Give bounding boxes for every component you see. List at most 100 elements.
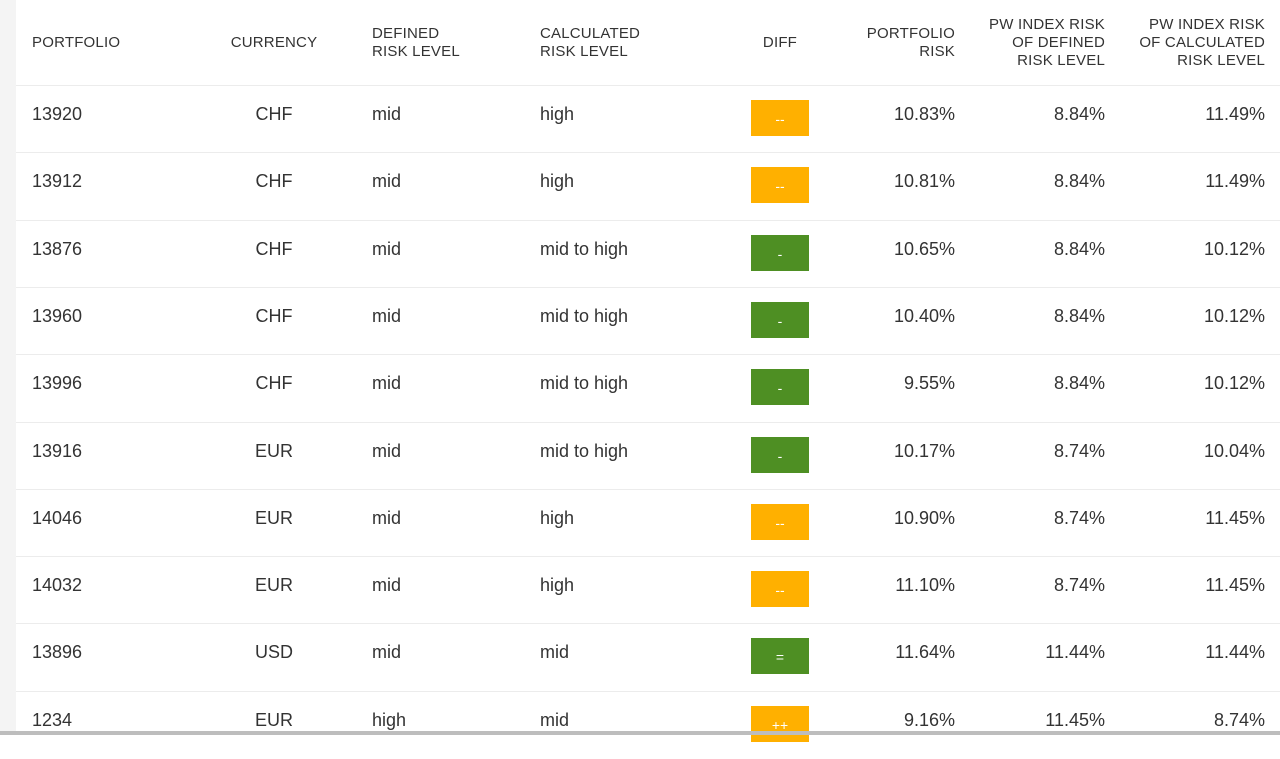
cell: EUR xyxy=(254,507,293,528)
cell: mid xyxy=(372,507,402,528)
cell: mid xyxy=(372,305,402,326)
cell: 14032 xyxy=(32,575,83,596)
cell: 10.12% xyxy=(1203,305,1265,326)
table-row: 13876 CHF mid mid to high - 10.65% 8.84% 10.12% xyxy=(16,219,1280,288)
cell: 11.49% xyxy=(1205,104,1265,124)
cell: 8.84% xyxy=(1053,305,1105,326)
cell: 10.04% xyxy=(1203,440,1265,461)
cell: 8.84% xyxy=(1053,373,1105,394)
diff-badge: - xyxy=(751,369,809,406)
cell: mid xyxy=(372,171,402,192)
cell: 10.12% xyxy=(1203,238,1265,259)
cell: high xyxy=(372,709,407,730)
cell: 13876 xyxy=(32,238,83,259)
cell: mid xyxy=(372,373,402,394)
cell: 10.65% xyxy=(893,238,955,259)
cell: 11.44% xyxy=(1205,642,1265,663)
table-row: 13960 CHF mid mid to high - 10.40% 8.84% 10.12% xyxy=(16,286,1280,355)
cell: high xyxy=(540,171,575,192)
cell: mid to high xyxy=(540,373,629,394)
header-line: PW INDEX RISK xyxy=(1149,15,1265,33)
cell: mid xyxy=(372,575,402,596)
cell: 10.90% xyxy=(893,507,955,528)
diff-badge: -- xyxy=(751,571,809,608)
header-line: RISK LEVEL xyxy=(540,42,628,60)
header-line: RISK xyxy=(919,42,955,60)
header-line: PW INDEX RISK xyxy=(989,15,1105,33)
column-header: PORTFOLIO xyxy=(32,0,120,85)
cell: USD xyxy=(254,642,293,663)
diff-badge: - xyxy=(751,436,809,473)
cell: mid xyxy=(540,642,570,663)
cell: mid to high xyxy=(540,440,629,461)
cell: mid xyxy=(372,642,402,663)
cell: 11.45% xyxy=(1205,575,1265,596)
side-strip xyxy=(0,0,16,735)
header-line: RISK LEVEL xyxy=(372,42,460,60)
cell: 11.45% xyxy=(1205,507,1265,528)
cell: CHF xyxy=(255,171,293,192)
header-line: OF CALCULATED xyxy=(1139,33,1265,51)
header-line: DIFF xyxy=(762,33,798,51)
cell: 8.84% xyxy=(1053,238,1105,259)
cell: 9.16% xyxy=(903,709,955,730)
cell: EUR xyxy=(254,440,293,461)
cell: 10.81% xyxy=(893,171,955,192)
diff-badge: - xyxy=(751,301,809,338)
cell: high xyxy=(540,104,575,124)
column-header: DEFINED RISK LEVEL xyxy=(372,0,460,85)
header-line: PORTFOLIO xyxy=(866,24,955,42)
cell: EUR xyxy=(254,709,293,730)
header-line: RISK LEVEL xyxy=(1177,51,1265,69)
header-line: PORTFOLIO xyxy=(32,33,121,51)
cell: 8.84% xyxy=(1053,104,1105,124)
diff-badge: - xyxy=(751,234,809,271)
diff-badge: -- xyxy=(751,167,809,204)
table-row: 13896 USD mid mid = 11.64% 11.44% 11.44% xyxy=(16,623,1280,691)
cell: 8.74% xyxy=(1213,709,1265,730)
cell: 14046 xyxy=(32,507,83,528)
column-header: PW INDEX RISK OF CALCULATED RISK LEVEL xyxy=(965,0,1265,85)
cell: mid xyxy=(372,440,402,461)
cell: 10.40% xyxy=(893,305,955,326)
page: PORTFOLIO CURRENCY DEFINED RISK LEVEL CALCUL… xyxy=(0,0,1280,742)
cell: 1234 xyxy=(32,709,73,730)
cell: 13920 xyxy=(32,104,83,124)
cell: mid to high xyxy=(540,238,629,259)
cell: 10.83% xyxy=(893,104,955,124)
cell: mid xyxy=(372,238,402,259)
cell: mid to high xyxy=(540,305,629,326)
table-row: 14046 EUR mid high -- 10.90% 8.74% 11.45% xyxy=(16,488,1280,557)
header-line: OF DEFINED xyxy=(1012,33,1105,51)
cell: 8.74% xyxy=(1053,507,1105,528)
cell: 9.55% xyxy=(903,373,955,394)
cell: 11.44% xyxy=(1045,642,1105,663)
table-row: 13920 CHF mid high -- 10.83% 8.84% 11.49% xyxy=(16,85,1280,153)
header-line: CURRENCY xyxy=(230,33,318,51)
column-header: CALCULATED RISK LEVEL xyxy=(540,0,640,85)
table-row: 14032 EUR mid high -- 11.10% 8.74% 11.45% xyxy=(16,556,1280,624)
cell: high xyxy=(540,575,575,596)
table-row: 13996 CHF mid mid to high - 9.55% 8.84% 10.12% xyxy=(16,354,1280,422)
cell: 13916 xyxy=(32,440,83,461)
table-row: 1234 EUR high mid ++ 9.16% 11.45% 8.74% xyxy=(16,690,1280,759)
cell: 11.10% xyxy=(895,575,955,596)
cell: 13960 xyxy=(32,305,83,326)
cell: 11.45% xyxy=(1045,709,1105,730)
diff-badge: -- xyxy=(751,100,809,136)
cell: CHF xyxy=(255,104,293,124)
cell: 11.64% xyxy=(895,642,955,663)
cell: 13912 xyxy=(32,171,83,192)
cell: CHF xyxy=(255,238,293,259)
diff-badge: = xyxy=(751,638,809,675)
cell: EUR xyxy=(254,575,293,596)
header-line: RISK LEVEL xyxy=(1017,51,1105,69)
cell: 11.49% xyxy=(1205,171,1265,192)
cell: 13896 xyxy=(32,642,83,663)
header-line: CALCULATED xyxy=(540,24,641,42)
cell: CHF xyxy=(255,373,293,394)
cell: high xyxy=(540,507,575,528)
column-header: DIFF xyxy=(630,0,930,85)
column-header: PORTFOLIO RISK xyxy=(655,0,955,85)
cell: 8.74% xyxy=(1053,440,1105,461)
